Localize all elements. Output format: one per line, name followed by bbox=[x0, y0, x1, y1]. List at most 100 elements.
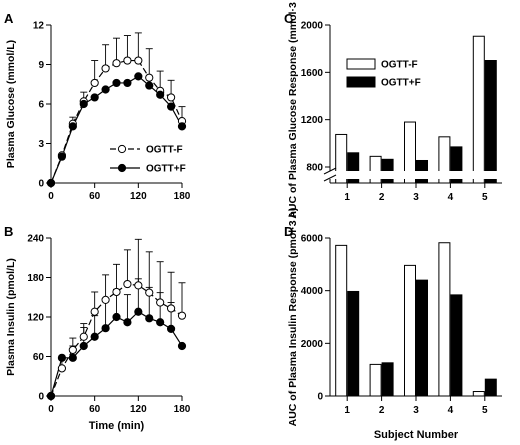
legend-label: OGTT+F bbox=[146, 164, 186, 175]
data-point-ogtt-plus-f bbox=[177, 341, 187, 351]
data-point-ogtt-plus-f bbox=[68, 122, 77, 131]
x-tick-label: 60 bbox=[89, 191, 101, 202]
data-point-ogtt-plus-f bbox=[101, 324, 110, 333]
y-tick-label: 1200 bbox=[301, 115, 324, 126]
panel-letter: C bbox=[284, 11, 294, 26]
x-tick-label: 5 bbox=[482, 405, 488, 416]
x-tick-label: 0 bbox=[48, 191, 54, 202]
panel-letter: A bbox=[4, 11, 14, 26]
x-tick-label: 2 bbox=[379, 192, 385, 203]
x-tick-label: 5 bbox=[482, 192, 488, 203]
bar-ogtt-plus-f bbox=[347, 290, 360, 397]
data-point-ogtt-plus-f bbox=[46, 178, 56, 188]
y-axis-title: Plasma Glucose (mmol/L) bbox=[5, 40, 17, 168]
x-tick-label: 4 bbox=[448, 192, 454, 203]
x-tick-label: 120 bbox=[130, 404, 147, 415]
y-tick-label: 4000 bbox=[301, 286, 324, 297]
y-tick-label: 12 bbox=[33, 21, 45, 32]
legend-swatch bbox=[346, 76, 376, 88]
y-tick-label: 0 bbox=[38, 392, 44, 403]
y-tick-label: 6000 bbox=[301, 234, 324, 245]
bar-ogtt-plus-f bbox=[484, 378, 497, 397]
legend-marker bbox=[117, 163, 127, 173]
data-point-ogtt-minus-f bbox=[101, 295, 110, 304]
data-point-ogtt-minus-f bbox=[177, 311, 187, 320]
bar-ogtt-minus-f bbox=[472, 35, 485, 184]
data-point-ogtt-plus-f bbox=[177, 122, 187, 131]
legend-label: OGTT-F bbox=[146, 145, 183, 156]
data-point-ogtt-plus-f bbox=[90, 93, 99, 102]
bar-ogtt-minus-f bbox=[404, 264, 416, 397]
data-point-ogtt-minus-f bbox=[166, 304, 176, 313]
bar-ogtt-minus-f bbox=[369, 363, 382, 397]
data-point-ogtt-minus-f bbox=[134, 56, 143, 65]
legend-marker bbox=[117, 144, 127, 154]
legend-swatch bbox=[346, 58, 376, 70]
data-point-ogtt-minus-f bbox=[112, 59, 121, 68]
panel-c-glucose-auc-chart: 800 1200 1600 2000 1 2 3 4 5 AUC of Plasma Glucos… bbox=[284, 0, 504, 219]
data-point-ogtt-plus-f bbox=[156, 90, 165, 99]
bar-ogtt-plus-f bbox=[484, 60, 497, 184]
y-axis-title: AUC of Plasma Insulin Response (pmol·3 h… bbox=[287, 208, 299, 427]
data-point-ogtt-plus-f bbox=[134, 307, 143, 316]
x-tick-label: 1 bbox=[344, 192, 350, 203]
data-point-ogtt-plus-f bbox=[156, 318, 165, 327]
y-tick-label: 2000 bbox=[301, 339, 324, 350]
y-tick-label: 3 bbox=[38, 139, 44, 150]
x-tick-label: 120 bbox=[130, 191, 147, 202]
data-point-ogtt-minus-f bbox=[79, 332, 88, 341]
data-point-ogtt-plus-f bbox=[68, 353, 77, 362]
data-point-ogtt-minus-f bbox=[156, 298, 165, 307]
y-axis-title: AUC of Plasma Glucose Response (mmol·3 h… bbox=[287, 0, 299, 219]
data-point-ogtt-minus-f bbox=[68, 345, 77, 355]
x-tick-label: 3 bbox=[413, 405, 419, 416]
data-point-ogtt-minus-f bbox=[166, 93, 176, 102]
data-point-ogtt-plus-f bbox=[145, 81, 154, 90]
panel-b-insulin-chart: 0 60 120 180 240 0 60 120 180 Plasma Insulin (pmo… bbox=[4, 224, 191, 432]
bar-ogtt-minus-f bbox=[438, 136, 451, 184]
data-point-ogtt-minus-f bbox=[123, 279, 132, 289]
panel-letter: D bbox=[284, 224, 293, 239]
y-axis-title: Plasma Insulin (pmol/L) bbox=[5, 258, 17, 376]
bar-ogtt-minus-f bbox=[472, 391, 485, 397]
y-tick-label: 0 bbox=[317, 392, 323, 403]
data-point-ogtt-minus-f bbox=[101, 64, 110, 73]
data-point-ogtt-plus-f bbox=[46, 391, 56, 401]
data-point-ogtt-minus-f bbox=[123, 56, 132, 65]
bar-ogtt-minus-f bbox=[335, 133, 348, 184]
bar-ogtt-plus-f bbox=[450, 146, 463, 184]
y-tick-label: 6 bbox=[38, 100, 44, 111]
axis-break-mark bbox=[323, 174, 337, 182]
y-tick-label: 2000 bbox=[301, 21, 324, 32]
panel-d-insulin-auc-chart: 0 2000 4000 6000 1 2 3 4 5 AUC of Plasma Insulin … bbox=[284, 208, 502, 441]
y-tick-label: 9 bbox=[38, 60, 44, 71]
bar-ogtt-plus-f bbox=[416, 279, 428, 397]
y-tick-label: 120 bbox=[27, 313, 44, 324]
y-tick-label: 1600 bbox=[301, 68, 324, 79]
bar-ogtt-minus-f bbox=[404, 121, 416, 184]
data-point-ogtt-minus-f bbox=[90, 307, 99, 316]
bar-ogtt-plus-f bbox=[381, 362, 394, 397]
data-point-ogtt-plus-f bbox=[112, 312, 121, 322]
x-tick-label: 0 bbox=[48, 404, 54, 415]
axis-break-mark bbox=[323, 167, 337, 175]
y-tick-label: 800 bbox=[306, 163, 323, 174]
x-tick-label: 4 bbox=[448, 405, 454, 416]
data-point-ogtt-plus-f bbox=[57, 152, 67, 161]
data-point-ogtt-plus-f bbox=[57, 353, 67, 362]
legend-label: OGTT-F bbox=[381, 60, 418, 71]
y-tick-label: 0 bbox=[38, 179, 44, 190]
legend-label: OGTT+F bbox=[381, 78, 421, 89]
data-point-ogtt-plus-f bbox=[79, 99, 88, 109]
bar-ogtt-plus-f bbox=[450, 294, 463, 397]
data-point-ogtt-plus-f bbox=[134, 72, 143, 81]
data-point-ogtt-minus-f bbox=[145, 288, 154, 297]
data-point-ogtt-plus-f bbox=[145, 314, 154, 323]
data-point-ogtt-minus-f bbox=[134, 281, 143, 290]
data-point-ogtt-minus-f bbox=[90, 78, 99, 88]
data-point-ogtt-plus-f bbox=[166, 324, 176, 333]
y-tick-label: 180 bbox=[27, 273, 44, 284]
data-point-ogtt-plus-f bbox=[166, 102, 176, 111]
